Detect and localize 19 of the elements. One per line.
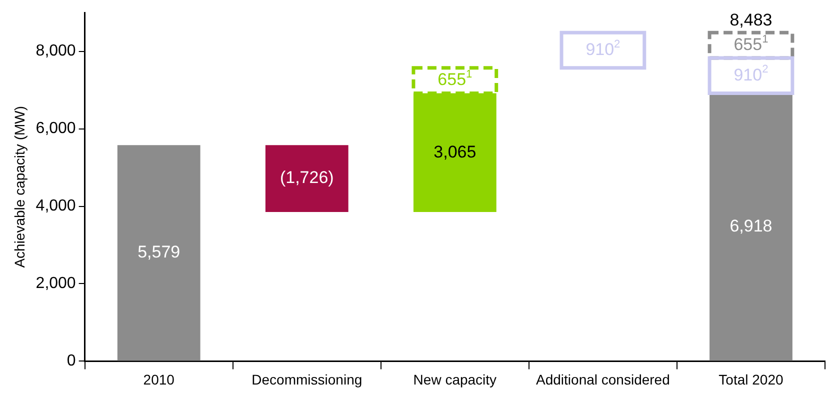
- total-label: 8,483: [730, 10, 772, 30]
- data-label: 3,065: [434, 142, 476, 162]
- bar: [265, 145, 348, 212]
- y-tick-label: 2,000: [36, 275, 76, 292]
- y-axis-title: Achievable capacity (MW): [11, 106, 28, 268]
- bar: [117, 145, 200, 361]
- y-tick-label: 4,000: [36, 198, 76, 215]
- y-tick-label: 0: [66, 352, 76, 370]
- data-label: (1,726): [280, 168, 334, 188]
- x-tick-label: Total 2020: [718, 371, 784, 388]
- data-label: 6,918: [730, 216, 772, 236]
- x-tick-label: Decommissioning: [252, 371, 362, 388]
- x-tick-label: 2010: [143, 371, 175, 388]
- y-tick-label: 6,000: [36, 120, 76, 138]
- x-tick-label: New capacity: [413, 371, 497, 388]
- bar: [710, 93, 792, 361]
- data-label: 5,579: [138, 242, 180, 262]
- x-tick-label: Additional considered: [536, 371, 670, 388]
- y-tick-label: 8,000: [36, 42, 76, 60]
